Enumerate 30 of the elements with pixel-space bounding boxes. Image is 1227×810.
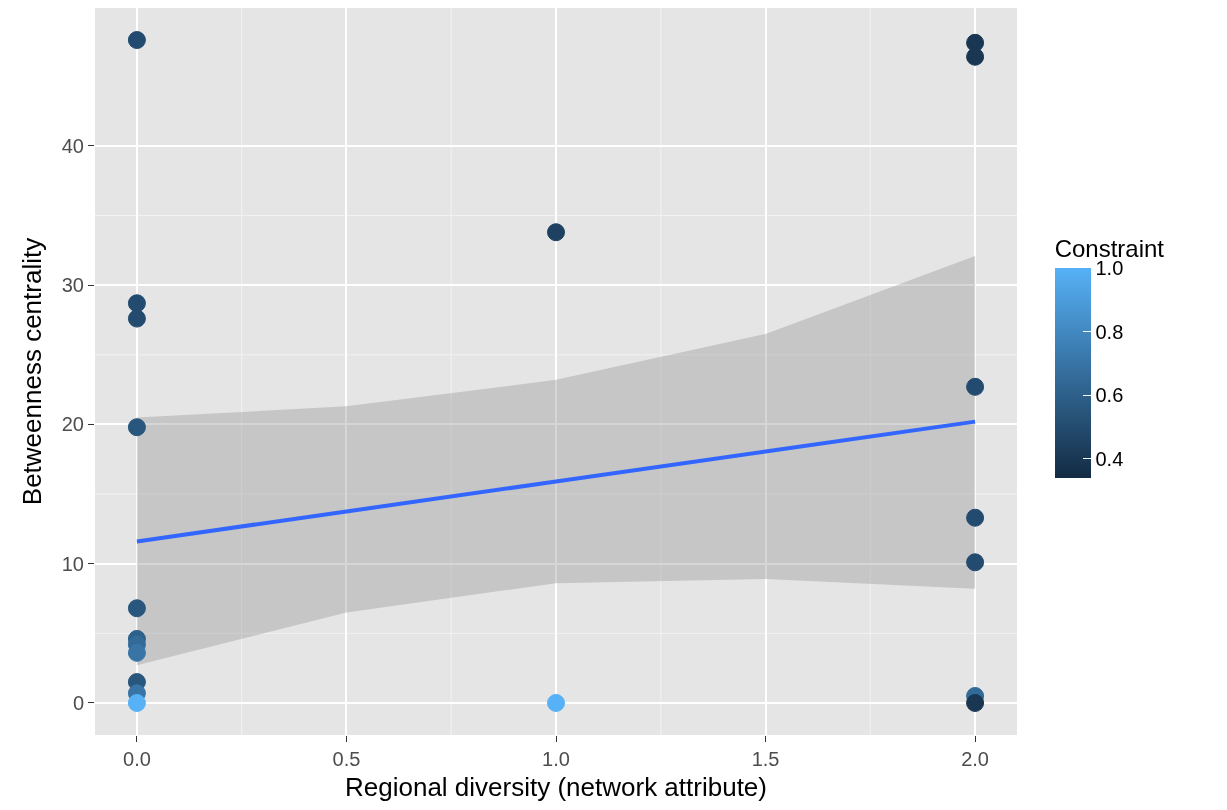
point xyxy=(547,693,565,712)
point xyxy=(127,693,146,712)
point xyxy=(966,377,985,396)
y-tick-label: 20 xyxy=(61,413,84,436)
point xyxy=(966,553,985,572)
point xyxy=(127,418,146,437)
color-bar-label: 0.8 xyxy=(1095,320,1124,343)
line-series xyxy=(134,419,978,544)
point xyxy=(127,309,146,328)
point xyxy=(966,508,985,527)
color-bar-label: 0.4 xyxy=(1095,447,1124,470)
color-bar-label: 0.6 xyxy=(1095,384,1124,407)
x-tick-label: 0.0 xyxy=(123,748,151,770)
point xyxy=(127,31,146,50)
y-tick-label: 40 xyxy=(61,134,84,157)
point xyxy=(547,223,565,242)
x-axis-title: Regional diversity (network attribute) xyxy=(345,771,767,802)
point xyxy=(966,693,985,712)
y-tick-label: 10 xyxy=(61,552,84,575)
y-tick-label: 0 xyxy=(72,691,84,714)
point xyxy=(966,47,985,66)
x-tick-label: 2.0 xyxy=(961,748,989,770)
point xyxy=(127,599,146,618)
x-tick-label: 1.5 xyxy=(751,748,780,770)
y-tick-label: 30 xyxy=(61,274,84,297)
x-tick-label: 0.5 xyxy=(332,748,361,770)
x-tick-label: 1.0 xyxy=(542,748,570,770)
point xyxy=(127,294,146,313)
y-axis-title: Betweenness centrality xyxy=(17,237,48,506)
point xyxy=(127,643,146,662)
